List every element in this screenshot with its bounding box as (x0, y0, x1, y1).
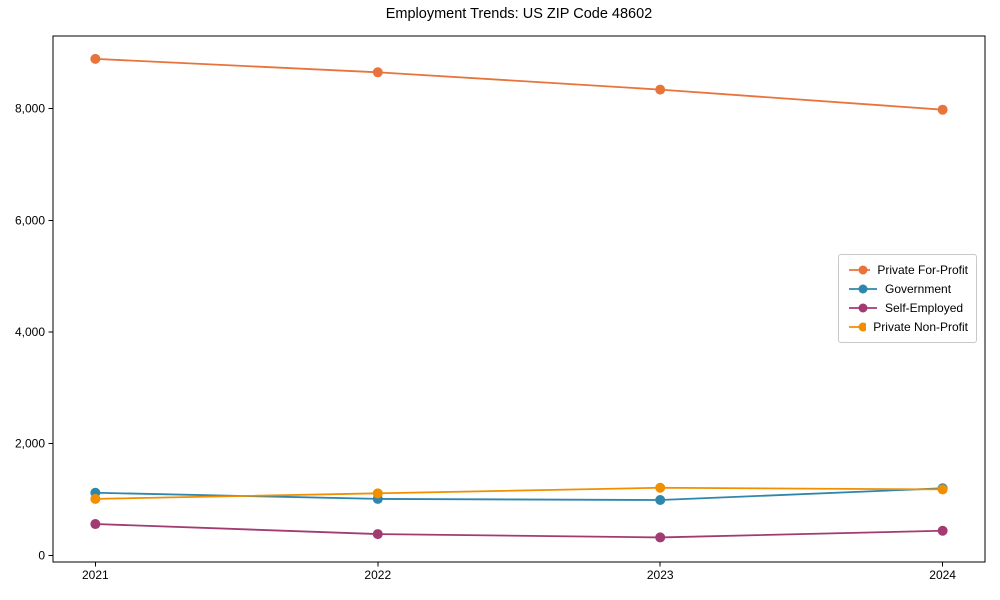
legend-swatch-self-employed (849, 303, 877, 313)
chart-title: Employment Trends: US ZIP Code 48602 (385, 6, 653, 22)
data-point-private-non-profit-2022 (372, 488, 383, 499)
x-tick-label: 2023 (647, 568, 674, 582)
legend-item-self-employed: Self-Employed (848, 300, 968, 317)
legend-marker-sample (858, 322, 867, 332)
legend-swatch-private-non-profit (849, 322, 867, 332)
data-point-government-2023 (655, 495, 666, 506)
data-point-private-non-profit-2024 (937, 484, 948, 495)
data-point-private-non-profit-2023 (655, 482, 666, 493)
legend-swatch-government (849, 284, 877, 294)
y-tick-label: 4,000 (15, 325, 45, 339)
y-tick-label: 6,000 (15, 213, 45, 227)
x-tick-label: 2024 (929, 568, 956, 582)
y-tick-label: 2,000 (15, 437, 45, 451)
series-line-self-employed (94, 523, 944, 539)
data-point-private-for-profit-2024 (937, 104, 948, 115)
legend-marker-sample (858, 284, 868, 294)
x-tick-label: 2022 (364, 568, 391, 582)
y-tick-label: 8,000 (15, 102, 45, 116)
x-tick-label: 2021 (82, 568, 109, 582)
legend-label-government: Government (885, 281, 952, 296)
legend-swatch-private-for-profit (849, 265, 871, 274)
series-line-private-non-profit (94, 486, 944, 500)
legend-item-private-non-profit: Private Non-Profit (848, 319, 968, 336)
data-point-private-for-profit-2021 (90, 53, 101, 64)
legend-label-private-non-profit: Private Non-Profit (873, 320, 968, 335)
legend-label-private-for-profit: Private For-Profit (877, 262, 968, 277)
legend-item-government: Government (848, 280, 968, 297)
data-point-self-employed-2024 (937, 525, 948, 536)
data-point-private-for-profit-2023 (655, 84, 666, 95)
data-point-self-employed-2023 (655, 532, 666, 543)
legend-label-self-employed: Self-Employed (885, 301, 964, 316)
axes-frame (52, 35, 986, 563)
legend-marker-sample (858, 265, 868, 274)
data-point-private-non-profit-2021 (90, 493, 101, 504)
data-point-self-employed-2021 (90, 519, 101, 530)
data-point-self-employed-2022 (372, 529, 383, 540)
legend-item-private-for-profit: Private For-Profit (848, 261, 968, 278)
legend: Private For-Profit Government Self-Employe… (838, 254, 977, 343)
legend-marker-sample (858, 303, 868, 313)
data-point-private-for-profit-2022 (372, 67, 383, 78)
series-line-private-for-profit (94, 57, 944, 111)
y-tick-label: 0 (38, 548, 45, 562)
